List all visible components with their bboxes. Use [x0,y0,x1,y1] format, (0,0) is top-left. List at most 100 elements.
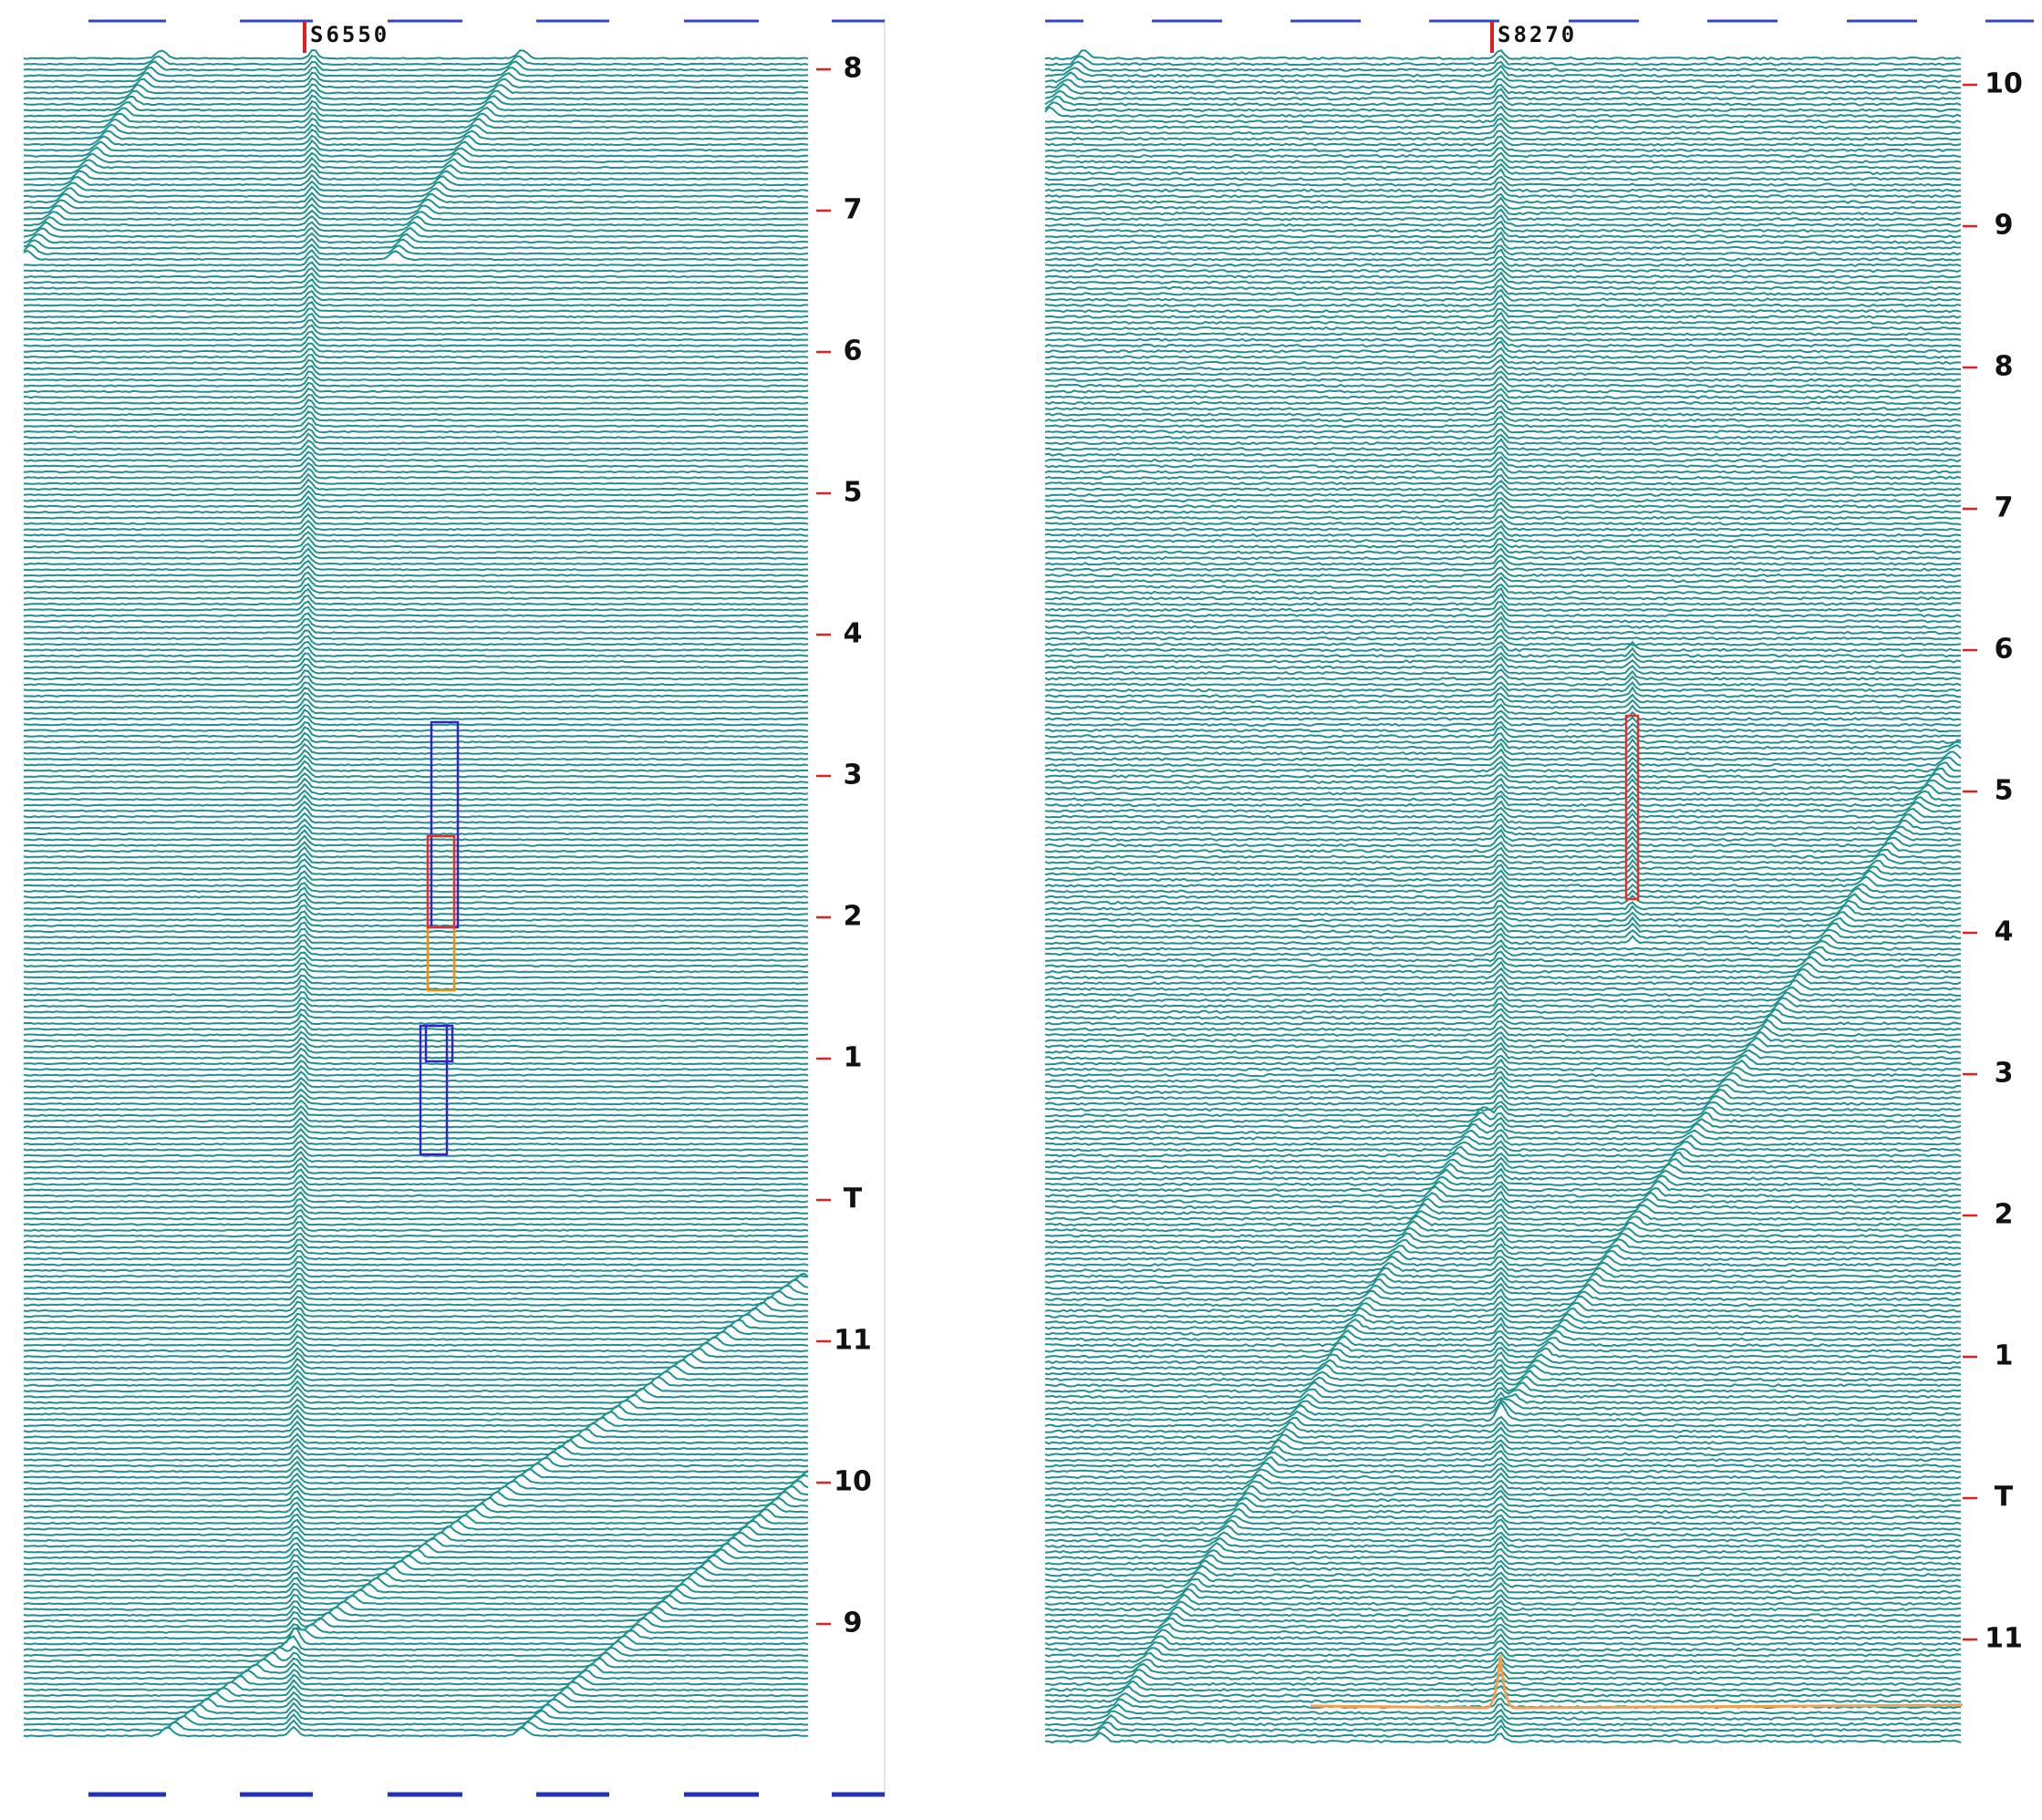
trace [1044,985,1961,998]
trace [23,1208,809,1221]
trace [23,1110,809,1123]
trace [23,1300,809,1313]
trace [23,196,809,210]
trace [23,1565,809,1577]
tick-label: 9 [844,1608,863,1639]
trace [23,915,809,927]
trace [24,1587,809,1600]
trace [1044,1329,1962,1342]
trace [23,834,809,847]
trace [1044,686,1961,698]
trace [1044,1400,1962,1422]
trace [23,428,809,439]
trace [1044,428,1962,439]
trace [1044,1024,1961,1038]
trace [1044,1363,1962,1376]
trace [24,319,809,330]
trace [23,467,809,480]
trace [23,162,809,175]
trace [1044,1719,1962,1732]
trace [23,782,809,796]
trace [23,997,809,1008]
trace [1044,537,1962,549]
position-label: S8270 [1498,22,1577,47]
trace [1044,1494,1962,1508]
trace [1044,1162,1962,1175]
trace [23,272,809,284]
trace [1044,340,1962,354]
trace [1044,1152,1962,1163]
trace [1044,772,1962,785]
tick-label: 1 [844,1042,863,1074]
trace [1044,64,1962,78]
trace [1044,1443,1962,1457]
trace [1044,1307,1962,1318]
trace [23,185,808,198]
trace [1044,1559,1962,1572]
tick-label: 5 [1995,775,2014,807]
trace [23,66,808,78]
trace [1044,1129,1962,1141]
trace [1044,1646,1962,1658]
trace [1044,910,1962,923]
trace [1044,1455,1962,1468]
trace [1044,1340,1962,1353]
trace [23,957,809,968]
trace [1045,237,1962,251]
trace [23,886,809,899]
trace [23,439,809,451]
trace [1044,1282,1962,1296]
trace [23,1099,809,1112]
trace [1044,698,1962,710]
trace [23,1008,809,1019]
trace [1044,812,1962,825]
trace [23,1036,809,1049]
trace [1044,1564,1962,1577]
trace [23,365,809,377]
trace [1044,1381,1961,1393]
trace [23,749,809,761]
trace [1044,82,1962,95]
trace [1044,817,1962,831]
trace [1044,1386,1962,1400]
trace [23,524,808,537]
trace [1044,415,1962,429]
trace [23,284,809,295]
trace [23,324,809,336]
trace [23,1506,809,1519]
trace [1044,605,1962,618]
trace [24,1244,808,1256]
trace [23,1547,808,1559]
trace [23,1025,809,1037]
trace [24,738,809,750]
annotation-boxes [419,714,1640,1156]
trace [1044,881,1962,894]
trace [23,237,809,250]
trace [1044,122,1962,136]
tick-label: 4 [1995,916,2014,948]
trace [1044,1732,1962,1744]
trace [23,863,808,876]
trace [23,1478,809,1491]
trace [1044,1220,1962,1233]
trace [1044,370,1962,382]
trace [23,1701,809,1715]
tick-label: T [844,1184,863,1215]
trace [1044,893,1962,905]
trace [1044,1081,1962,1095]
trace [1044,967,1962,980]
trace [24,1093,809,1106]
trace [23,1605,809,1617]
trace [23,1489,809,1502]
trace [23,681,809,692]
trace [1045,502,1962,514]
trace [23,1116,809,1129]
trace [23,1536,809,1548]
trace [1044,1611,1962,1623]
trace [1044,410,1962,423]
trace [1044,1547,1962,1560]
trace [23,635,809,646]
trace [24,829,809,842]
trace [1044,972,1962,986]
trace [1044,583,1962,595]
